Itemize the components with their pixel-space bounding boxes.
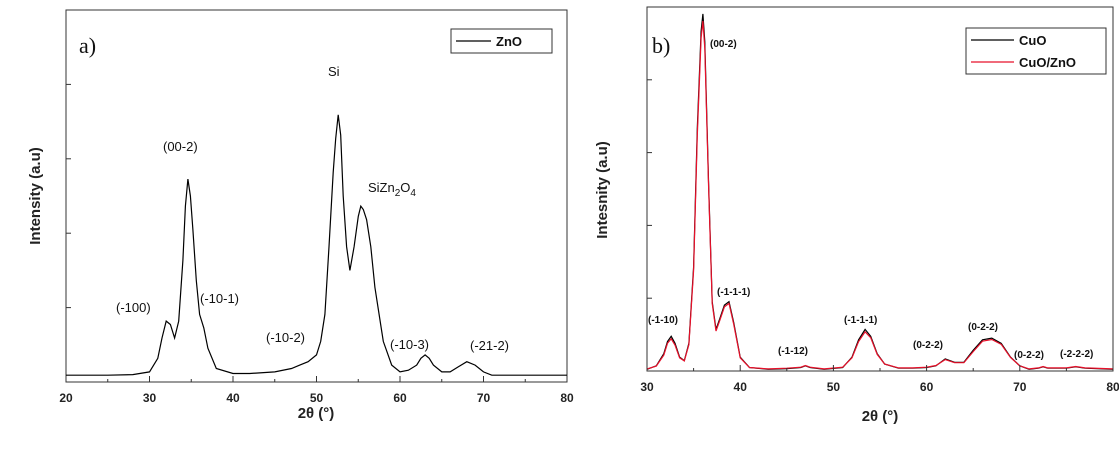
peak-label-si: Si — [328, 64, 340, 79]
panel-a: 20 30 40 50 60 70 80 a) ZnO (-100) (00-2) (-10… — [27, 9, 574, 422]
panel-a-ylabel: Intensity (a.u) — [27, 147, 44, 245]
x-tick-label: 50 — [310, 391, 324, 405]
panel-b: 30 40 50 60 70 80 b) CuO CuO/ZnO (00-2) (-1-1… — [594, 6, 1119, 425]
x-tick-label: 70 — [477, 391, 491, 405]
x-tick-label: 70 — [1013, 380, 1027, 394]
legend-label-cuo-zno: CuO/ZnO — [1019, 55, 1076, 70]
legend-label-zno: ZnO — [496, 34, 522, 49]
peak-label-b-00m2: (00-2) — [710, 39, 737, 50]
x-tick-label: 60 — [393, 391, 407, 405]
peak-label-b-m2m2m2: (-2-2-2) — [1060, 349, 1093, 360]
x-tick-label: 40 — [226, 391, 240, 405]
panel-b-xlabel: 2θ (°) — [862, 408, 899, 425]
peak-label-b-0m2m2-b: (0-2-2) — [968, 322, 998, 333]
x-tick-label: 60 — [920, 380, 934, 394]
series-line-cuo-zno — [646, 20, 1114, 370]
peak-label-b-m1m12: (-1-12) — [778, 346, 808, 357]
x-tick-label: 80 — [560, 391, 574, 405]
panel-a-xlabel: 2θ (°) — [298, 405, 335, 422]
peak-label-sizn2o4: SiZn2O4 — [368, 180, 416, 199]
series-line-zno — [66, 114, 567, 376]
peak-label-m10m1: (-10-1) — [200, 291, 239, 306]
panel-b-label: b) — [652, 33, 670, 58]
x-tick-label: 50 — [827, 380, 841, 394]
peak-label-b-m1m1m1-a: (-1-1-1) — [717, 287, 750, 298]
peak-label-m21m2: (-21-2) — [470, 338, 509, 353]
panel-a-frame — [65, 9, 568, 383]
peak-label-m10m3: (-10-3) — [390, 337, 429, 352]
peak-label-m10m2: (-10-2) — [266, 330, 305, 345]
x-tick-label: 30 — [640, 380, 654, 394]
panel-a-label: a) — [79, 33, 96, 58]
peak-label-b-m1m10: (-1-10) — [648, 315, 678, 326]
peak-label-b-0m2m2-c: (0-2-2) — [1014, 350, 1044, 361]
x-tick-label: 20 — [59, 391, 73, 405]
panel-a-ticks: 20 30 40 50 60 70 80 — [59, 83, 574, 405]
peak-label-b-m1m1m1-b: (-1-1-1) — [844, 315, 877, 326]
panel-b-legend — [965, 27, 1107, 75]
peak-label-b-0m2m2-a: (0-2-2) — [913, 340, 943, 351]
legend-label-cuo: CuO — [1019, 33, 1046, 48]
x-tick-label: 30 — [143, 391, 157, 405]
panel-b-ticks: 30 40 50 60 70 80 — [640, 79, 1119, 394]
x-tick-label: 80 — [1106, 380, 1119, 394]
peak-label-m100: (-100) — [116, 300, 151, 315]
panel-b-ylabel: Intesnity (a.u) — [594, 141, 611, 239]
x-tick-label: 40 — [734, 380, 748, 394]
peak-label-00m2: (00-2) — [163, 139, 198, 154]
